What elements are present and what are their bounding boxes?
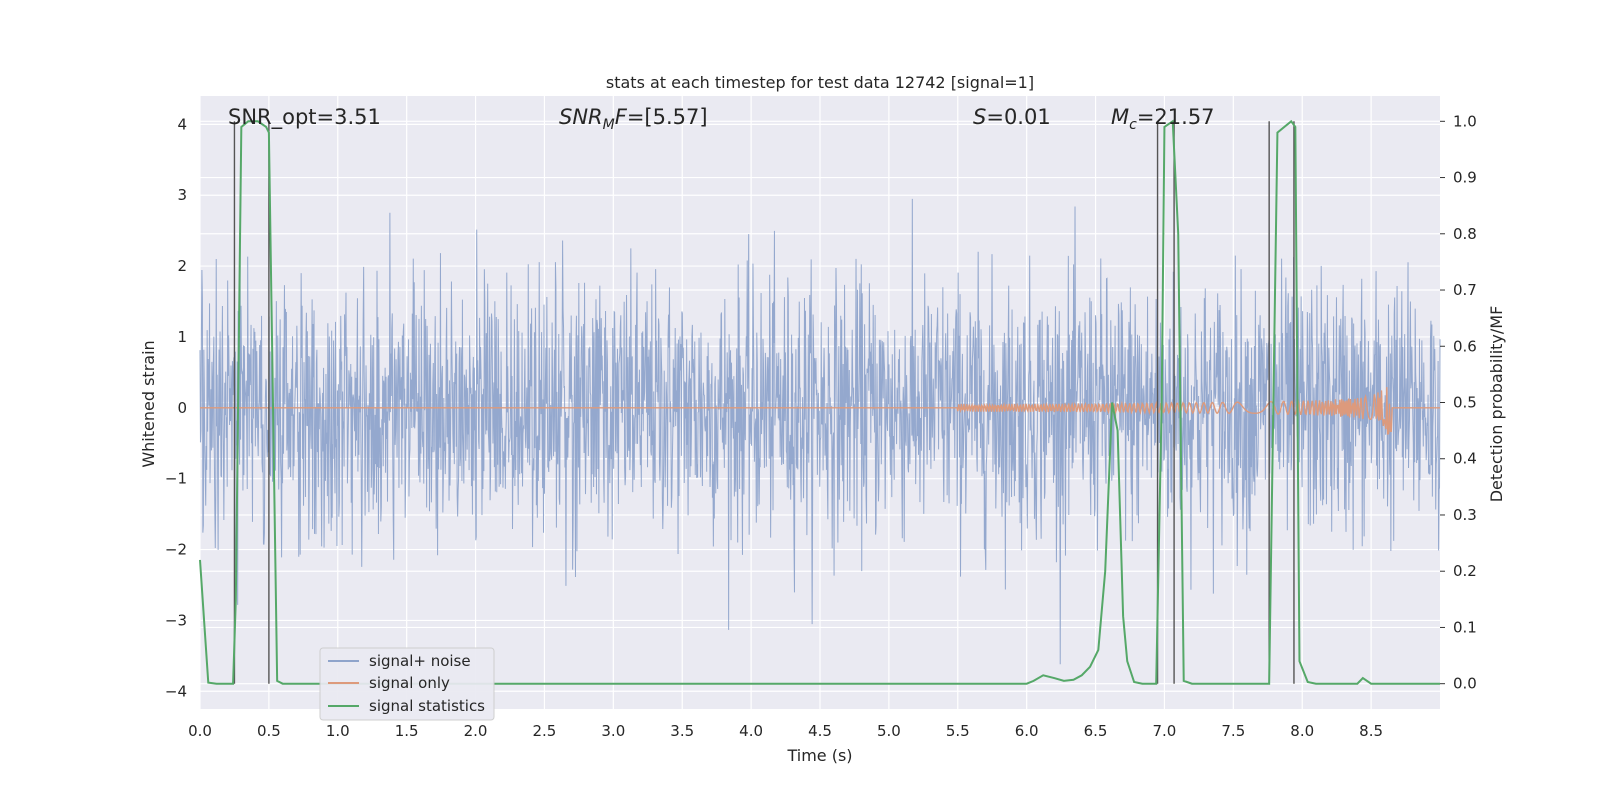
x-tick-label: 7.0 [1153, 722, 1177, 740]
legend-label-signal-only: signal only [369, 674, 450, 692]
y-axis-left-ticks: 4 3 2 1 0 −1 −2 −3 −4 [165, 115, 187, 700]
y-right-tick-label: 0.5 [1453, 394, 1477, 412]
x-tick-label: 8.0 [1290, 722, 1314, 740]
x-tick-label: 0.5 [257, 722, 281, 740]
annotation-s: S=0.01 [973, 105, 1051, 129]
y-axis-right-ticks: 1.0 0.9 0.8 0.7 0.6 0.5 0.4 0.3 0.2 0.1 0.0 [1440, 112, 1477, 693]
y-right-tick-label: 0.8 [1453, 225, 1477, 243]
x-tick-label: 2.0 [464, 722, 488, 740]
y-right-tick-label: 0.6 [1453, 337, 1477, 355]
series-signal-statistics [199, 119, 1440, 685]
y-right-tick-label: 0.0 [1453, 675, 1477, 693]
y-left-tick-label: 1 [177, 328, 187, 346]
series-signal-noise [199, 198, 1441, 665]
y-right-tick-label: 0.4 [1453, 450, 1477, 468]
y-right-tick-label: 0.1 [1453, 618, 1477, 636]
y-left-tick-label: 3 [177, 186, 187, 204]
y-right-tick-label: 0.9 [1453, 169, 1477, 187]
y-right-tick-label: 0.3 [1453, 506, 1477, 524]
x-tick-label: 2.5 [533, 722, 557, 740]
x-tick-label: 1.0 [326, 722, 350, 740]
x-tick-label: 0.0 [188, 722, 212, 740]
y-left-tick-label: −1 [165, 470, 187, 488]
annotation-snr-mf: SNRMF=[5.57] [559, 105, 708, 133]
x-tick-label: 8.5 [1359, 722, 1383, 740]
y-left-tick-label: −2 [165, 541, 187, 559]
y-left-tick-label: −3 [165, 611, 187, 629]
y-left-tick-label: 4 [177, 115, 187, 133]
x-tick-label: 1.5 [395, 722, 419, 740]
x-tick-label: 3.0 [601, 722, 625, 740]
y-right-tick-label: 0.7 [1453, 281, 1477, 299]
y-axis-left-label: Whitened strain [139, 340, 158, 467]
y-left-tick-label: 2 [177, 257, 187, 275]
chirp-trace [200, 387, 1440, 435]
x-tick-label: 6.0 [1015, 722, 1039, 740]
x-tick-label: 5.5 [946, 722, 970, 740]
x-tick-label: 5.0 [877, 722, 901, 740]
legend-label-signal-statistics: signal statistics [369, 697, 485, 715]
annotation-snr-opt: SNR_opt=3.51 [228, 105, 381, 130]
y-right-tick-label: 1.0 [1453, 112, 1477, 130]
annotation-mc: Mc=21.57 [1111, 105, 1215, 133]
series-signal-only [200, 387, 1440, 435]
x-tick-label: 4.5 [808, 722, 832, 740]
noise-trace [199, 198, 1441, 665]
y-left-tick-label: −4 [165, 682, 187, 700]
chart-title: stats at each timestep for test data 127… [606, 73, 1034, 92]
x-tick-label: 4.0 [739, 722, 763, 740]
x-axis-label: Time (s) [786, 746, 852, 765]
x-tick-label: 6.5 [1084, 722, 1108, 740]
y-left-tick-label: 0 [177, 399, 187, 417]
x-axis-ticks: 0.0 0.5 1.0 1.5 2.0 2.5 3.0 3.5 4.0 4.5 5.0 5.5 6.0 6… [188, 722, 1383, 740]
y-axis-right-label: Detection probability/MF [1487, 306, 1506, 503]
legend-label-signal-noise: signal+ noise [369, 652, 471, 670]
statistics-trace [199, 119, 1440, 685]
x-tick-label: 7.5 [1221, 722, 1245, 740]
y-right-tick-label: 0.2 [1453, 562, 1477, 580]
legend: signal+ noise signal only signal statist… [319, 647, 495, 721]
legend-box [319, 647, 495, 721]
x-tick-label: 3.5 [670, 722, 694, 740]
